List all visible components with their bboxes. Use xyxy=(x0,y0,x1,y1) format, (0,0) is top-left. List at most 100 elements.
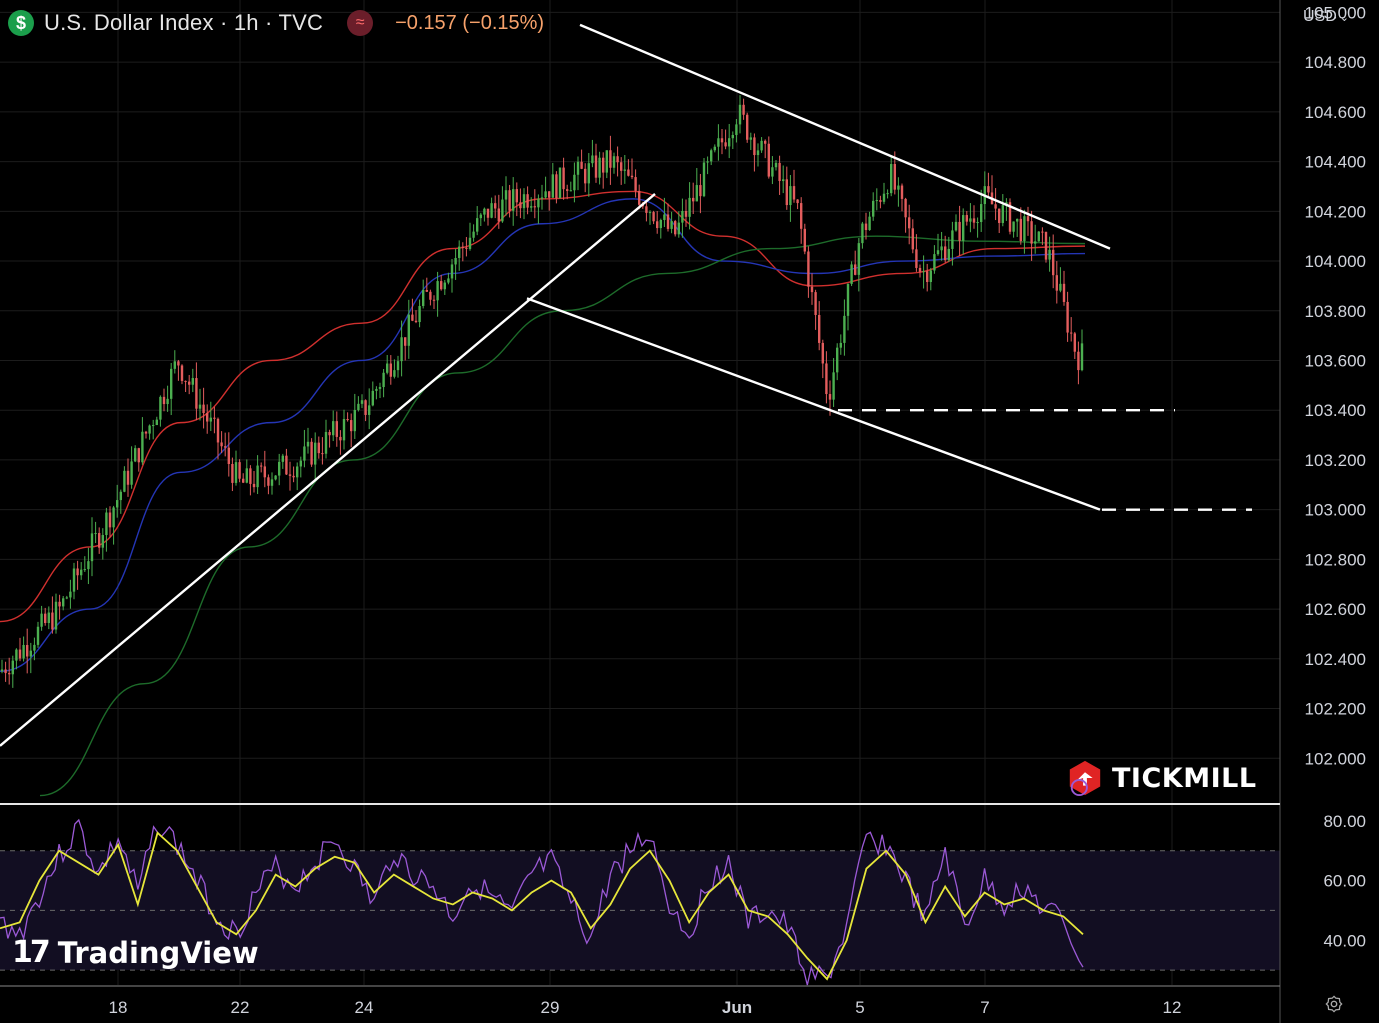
candle-body xyxy=(796,199,799,204)
candle-body xyxy=(771,167,774,177)
candle-body xyxy=(890,164,893,194)
candle-body xyxy=(778,162,781,182)
candle-body xyxy=(836,347,839,373)
price-change: −0.157 (−0.15%) xyxy=(395,11,545,34)
candle-body xyxy=(576,161,580,175)
candle-body xyxy=(476,218,479,232)
candle-body xyxy=(1037,231,1040,242)
candle-body xyxy=(868,216,871,231)
x-tick-label: 5 xyxy=(855,998,864,1017)
candle-body xyxy=(314,442,317,465)
candle-body xyxy=(389,363,392,377)
candle-body xyxy=(717,138,720,147)
symbol-title[interactable]: U.S. Dollar Index · 1h · TVC xyxy=(44,10,324,35)
candle-body xyxy=(184,380,187,382)
candle-body xyxy=(821,342,824,364)
candle-body xyxy=(854,264,857,275)
candle-body xyxy=(18,649,22,659)
grid-lines xyxy=(0,0,1280,985)
candle-body xyxy=(173,361,176,369)
candle-body xyxy=(242,478,245,483)
candle-body xyxy=(360,400,364,404)
candle-body xyxy=(281,455,284,462)
candle-body xyxy=(908,217,911,229)
candle-body xyxy=(342,418,346,441)
gear-icon[interactable] xyxy=(1325,995,1343,1013)
y-tick-label: 104.600 xyxy=(1305,103,1366,122)
candle-body xyxy=(699,185,702,197)
candle-body xyxy=(864,223,868,231)
candle-body xyxy=(785,179,788,206)
candle-body xyxy=(224,446,227,448)
tickmill-watermark: TICKMILL xyxy=(1066,755,1257,801)
y-tick-label: 103.600 xyxy=(1305,351,1366,370)
y-tick-label: 102.600 xyxy=(1305,600,1366,619)
candle-body xyxy=(652,212,655,222)
candle-body xyxy=(292,475,295,478)
candle-body xyxy=(580,161,583,169)
candle-body xyxy=(648,212,652,214)
candle-body xyxy=(468,237,472,249)
candle-body xyxy=(285,455,288,475)
candle-body xyxy=(832,372,835,400)
candle-body xyxy=(875,200,878,202)
candle-body xyxy=(825,363,828,395)
candle-body xyxy=(461,246,464,248)
moving-average-line xyxy=(0,190,1086,623)
candle-body xyxy=(900,185,904,199)
candle-body xyxy=(62,598,65,607)
candle-body xyxy=(432,299,436,301)
candle-body xyxy=(422,289,425,306)
candle-body xyxy=(141,431,144,463)
x-tick-label: 18 xyxy=(109,998,128,1017)
candle-body xyxy=(706,161,709,163)
candle-body xyxy=(519,202,522,209)
candle-body xyxy=(324,432,328,454)
candle-body xyxy=(515,189,518,203)
candle-body xyxy=(54,601,58,630)
candle-body xyxy=(130,461,133,485)
candle-body xyxy=(137,448,140,463)
candle-body xyxy=(382,372,385,388)
candle-body xyxy=(1030,221,1033,244)
candlesticks xyxy=(0,95,1084,688)
y-tick-label: 104.200 xyxy=(1305,202,1366,221)
candle-body xyxy=(764,140,767,144)
trendline xyxy=(0,192,656,747)
candle-body xyxy=(69,591,72,598)
candle-body xyxy=(249,468,252,484)
candle-body xyxy=(670,221,673,229)
candle-body xyxy=(742,104,745,115)
candle-body xyxy=(598,157,601,178)
y-tick-label: 103.400 xyxy=(1305,401,1366,420)
candle-body xyxy=(1019,218,1022,242)
candle-body xyxy=(551,174,554,198)
wave-icon[interactable]: ≈ xyxy=(347,10,374,36)
candle-body xyxy=(904,198,907,218)
candle-body xyxy=(252,483,256,488)
candle-body xyxy=(404,337,407,346)
candle-body xyxy=(501,199,504,222)
candle-body xyxy=(321,453,324,455)
candle-body xyxy=(483,208,486,215)
tickmill-text: TICKMILL xyxy=(1112,762,1257,794)
candle-body xyxy=(1070,332,1073,334)
candle-body xyxy=(58,601,61,607)
candle-body xyxy=(1012,221,1015,232)
candle-body xyxy=(15,649,18,661)
candle-body xyxy=(256,465,259,488)
trendline xyxy=(526,297,1101,511)
candle-body xyxy=(350,420,353,432)
chevron-down-icon: ⌄ xyxy=(1339,12,1349,24)
candle-body xyxy=(720,138,724,143)
candle-body xyxy=(148,425,151,434)
candle-body xyxy=(857,243,860,275)
candle-body xyxy=(393,370,396,377)
candle-body xyxy=(753,137,756,156)
candle-body xyxy=(926,271,929,282)
currency-selector[interactable]: USD ⌄ xyxy=(1303,8,1349,26)
dollar-sign-icon[interactable]: $ xyxy=(8,10,34,36)
candle-body xyxy=(4,669,7,674)
candle-body xyxy=(400,337,403,362)
